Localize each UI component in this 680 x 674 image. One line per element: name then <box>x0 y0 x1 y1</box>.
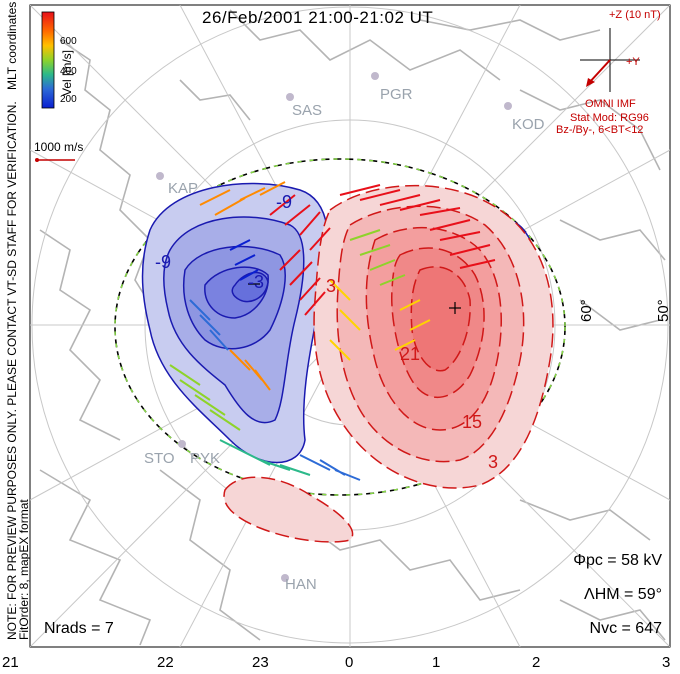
hm-boundary-latitude: ΛHM = 59° <box>584 586 662 603</box>
contour-label-3-bottom: 3 <box>488 452 499 472</box>
negative-potential-cell <box>141 182 532 464</box>
radar-count: Nrads = 7 <box>44 620 114 637</box>
imf-vector <box>587 59 611 85</box>
site-sto: STO <box>144 450 175 467</box>
hm-boundary-highlight <box>114 158 566 496</box>
contour-label-neg9-left: -9 <box>155 252 172 272</box>
mlt-tick-21: 21 <box>2 654 19 671</box>
lat-label-60: 60° <box>578 299 595 322</box>
colorbar-tick-200: 200 <box>60 94 77 105</box>
site-pgr: PGR <box>380 86 413 103</box>
fitorder-note: FitOrder: 8, mapEX format <box>17 499 31 640</box>
imf-condition: Bz-/By-, 6<BT<12 <box>556 124 644 136</box>
imf-source: OMNI IMF <box>585 98 636 110</box>
contour-label-neg3: -3 <box>248 272 265 292</box>
vector-count: Nvc = 647 <box>589 620 662 637</box>
mlt-tick-1: 1 <box>432 654 441 671</box>
coastlines <box>39 9 666 646</box>
radar-site-markers <box>156 72 512 582</box>
site-pyk: PYK <box>190 450 221 467</box>
mlt-tick-2: 2 <box>532 654 541 671</box>
stat-model: Stat Mod: RG96 <box>570 112 649 124</box>
mlt-tick-0: 0 <box>345 654 354 671</box>
contour-label-3-center: 3 <box>326 276 337 296</box>
cross-polar-potential: Φpc = 58 kV <box>573 552 662 569</box>
velocity-scale-label: 1000 m/s <box>34 140 84 154</box>
plot-title: 26/Feb/2001 21:00-21:02 UT <box>202 8 434 27</box>
velocity-vectors <box>169 181 496 481</box>
colorbar-tick-600: 600 <box>60 36 77 47</box>
imf-z-label: +Z (10 nT) <box>609 9 661 21</box>
site-kod: KOD <box>512 116 545 133</box>
positive-potential-cell <box>223 184 554 543</box>
site-sas: SAS <box>292 102 323 119</box>
max-potential-marker <box>449 302 461 314</box>
site-han: HAN <box>285 576 317 593</box>
contour-label-21: 21 <box>400 344 421 364</box>
velocity-colorbar <box>41 11 55 109</box>
mlt-tick-23: 23 <box>252 654 269 671</box>
velocity-scale-dot <box>35 158 39 162</box>
lat-label-50: 50° <box>655 299 672 322</box>
mlt-tick-22: 22 <box>157 654 174 671</box>
mlt-coordinates-label: MLT coordinates <box>5 1 19 90</box>
imf-y-label: +Y <box>626 56 640 68</box>
contour-label-neg9-top: -9 <box>276 192 293 212</box>
imf-vector-head <box>586 78 595 87</box>
contour-label-15: 15 <box>462 412 483 432</box>
site-kap: KAP <box>168 180 199 197</box>
colorbar-tick-400: 400 <box>60 66 77 77</box>
mlt-tick-3: 3 <box>662 654 671 671</box>
